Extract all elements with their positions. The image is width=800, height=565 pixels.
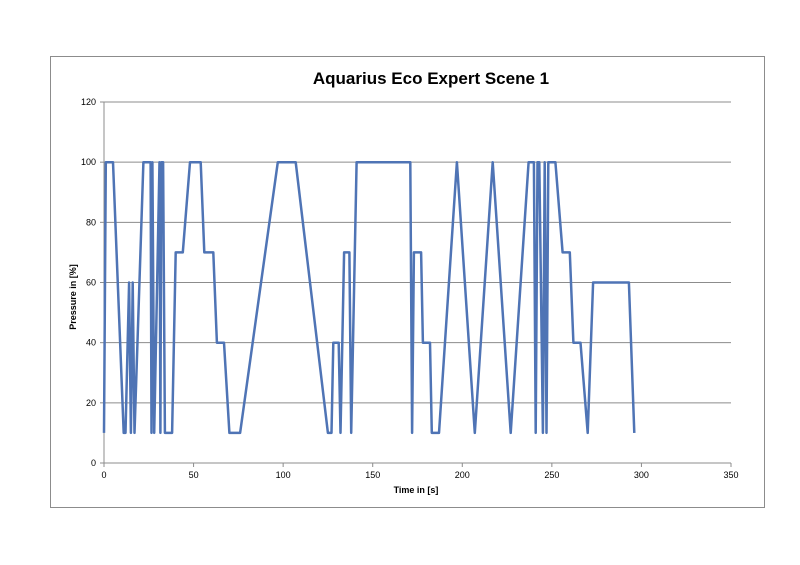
chart-area: Aquarius Eco Expert Scene 1 0 20 40 60 80 100… [50, 56, 765, 508]
x-tick-label: 350 [723, 470, 738, 480]
x-tick-label: 0 [101, 470, 106, 480]
y-tick-label: 60 [86, 278, 96, 288]
x-tick-label: 200 [455, 470, 470, 480]
y-axis-label: Pressure in [%] [68, 264, 78, 330]
y-tick-label: 100 [81, 157, 96, 167]
y-tick-labels: 0 20 40 60 80 100 120 [81, 97, 96, 468]
y-tick-label: 40 [86, 338, 96, 348]
x-axis-label: Time in [s] [394, 485, 439, 495]
x-tick-labels: 0 50 100 150 200 250 300 350 [101, 470, 738, 480]
gridlines [104, 101, 731, 404]
chart-svg: Aquarius Eco Expert Scene 1 0 20 40 60 80 100… [68, 69, 739, 495]
axes [100, 101, 732, 467]
x-tick-label: 50 [189, 470, 199, 480]
y-tick-label: 120 [81, 97, 96, 107]
x-tick-label: 300 [634, 470, 649, 480]
y-tick-label: 80 [86, 217, 96, 227]
y-tick-label: 0 [91, 458, 96, 468]
x-tick-label: 150 [365, 470, 380, 480]
y-tick-label: 20 [86, 398, 96, 408]
series-line [102, 160, 636, 435]
x-tick-label: 100 [276, 470, 291, 480]
chart-title: Aquarius Eco Expert Scene 1 [313, 69, 549, 88]
x-tick-label: 250 [544, 470, 559, 480]
